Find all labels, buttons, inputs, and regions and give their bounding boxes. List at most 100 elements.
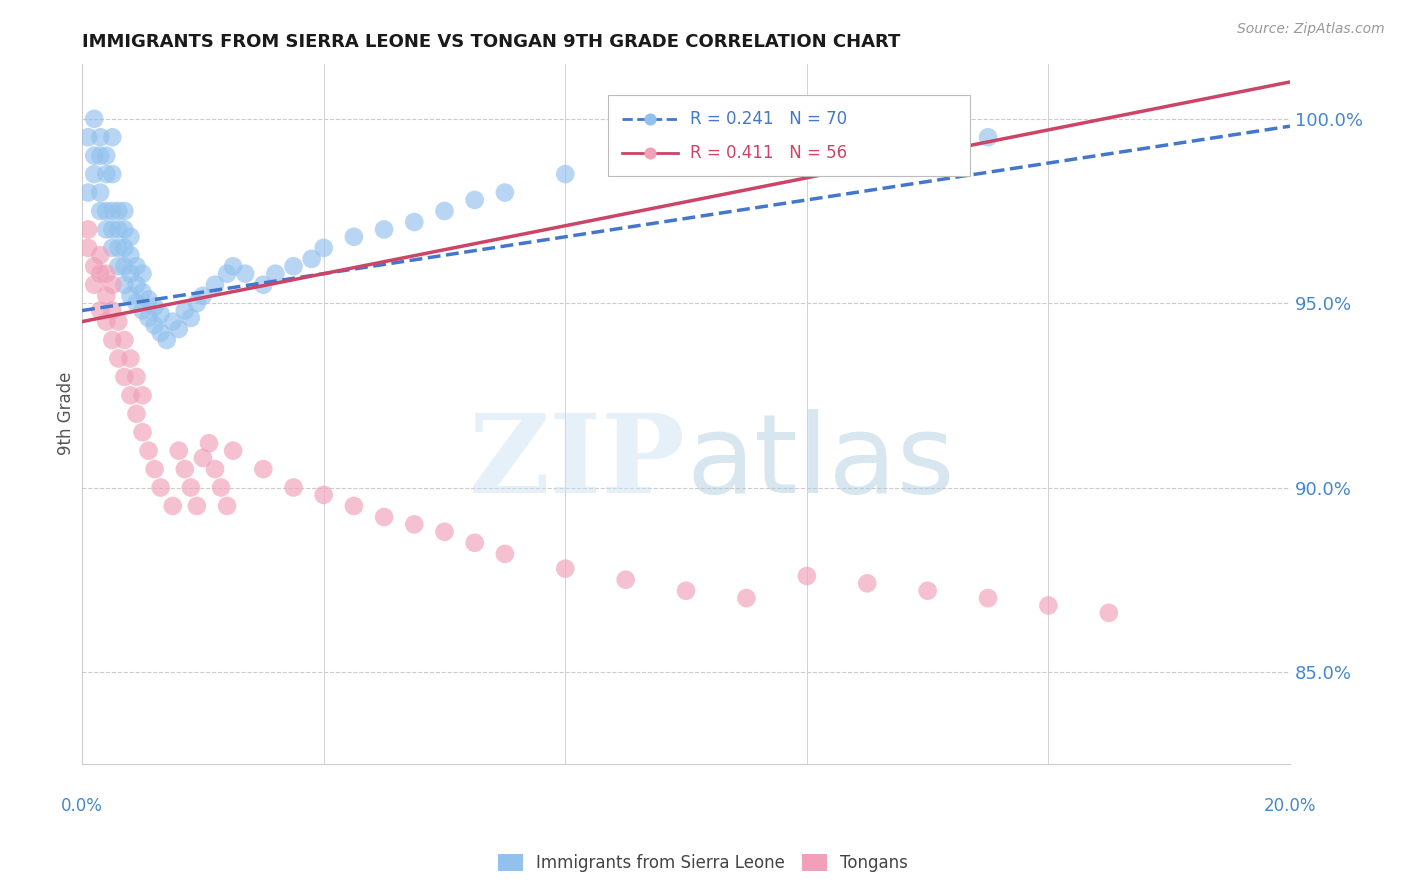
Point [404,517,426,532]
Point [312,488,335,502]
Point [977,591,1000,606]
Point [217,499,239,513]
Point [180,310,202,325]
Point [112,241,135,255]
Point [222,260,245,274]
Point [89,204,111,219]
Point [101,222,124,236]
Point [433,204,456,219]
Point [198,436,221,450]
Point [96,315,118,329]
Text: 20.0%: 20.0% [1264,797,1316,815]
Point [796,141,818,155]
Point [131,388,153,402]
Point [138,310,160,325]
Point [264,267,287,281]
Point [125,407,148,421]
Point [233,267,256,281]
Point [204,277,226,292]
Point [464,536,486,550]
Point [204,462,226,476]
Point [112,333,135,347]
Point [120,229,142,244]
Point [120,267,142,281]
Point [112,277,135,292]
Point [373,222,395,236]
Point [125,277,148,292]
Text: ZIP: ZIP [470,409,686,516]
Point [131,425,153,440]
Point [83,167,105,181]
Point [107,241,129,255]
Point [404,215,426,229]
Point [89,186,111,200]
Point [167,322,190,336]
Point [96,149,118,163]
Point [283,481,305,495]
Point [156,333,179,347]
Point [77,241,100,255]
Point [614,156,637,170]
Point [120,289,142,303]
Point [149,307,172,321]
Point [167,443,190,458]
Point [735,591,758,606]
Point [101,333,124,347]
Point [120,388,142,402]
Point [107,351,129,366]
Point [125,260,148,274]
Point [1038,599,1060,613]
Point [120,248,142,262]
Point [143,462,166,476]
Point [675,149,697,163]
Point [283,260,305,274]
Point [312,241,335,255]
Point [433,524,456,539]
Point [101,241,124,255]
Point [112,222,135,236]
Point [1098,606,1121,620]
Point [343,229,366,244]
Point [101,130,124,145]
Point [162,315,184,329]
Point [191,289,214,303]
Point [796,569,818,583]
Point [252,277,274,292]
Point [131,267,153,281]
Point [101,167,124,181]
Point [252,462,274,476]
Point [149,326,172,340]
Point [143,300,166,314]
Text: IMMIGRANTS FROM SIERRA LEONE VS TONGAN 9TH GRADE CORRELATION CHART: IMMIGRANTS FROM SIERRA LEONE VS TONGAN 9… [82,33,900,51]
Point [173,462,195,476]
Point [112,260,135,274]
Point [120,351,142,366]
Point [856,576,879,591]
Point [494,547,516,561]
Point [554,561,576,575]
Point [112,204,135,219]
Point [89,149,111,163]
Point [77,222,100,236]
Point [217,267,239,281]
Text: R = 0.241   N = 70: R = 0.241 N = 70 [690,111,846,128]
Point [107,260,129,274]
Point [101,204,124,219]
Point [96,167,118,181]
Point [191,450,214,465]
Point [89,248,111,262]
Text: atlas: atlas [686,409,955,516]
Point [96,267,118,281]
Point [125,370,148,384]
Point [83,277,105,292]
Point [96,222,118,236]
Point [494,186,516,200]
Point [186,296,208,310]
Point [89,130,111,145]
Point [301,252,323,266]
Point [464,193,486,207]
Text: Source: ZipAtlas.com: Source: ZipAtlas.com [1237,22,1385,37]
Y-axis label: 9th Grade: 9th Grade [58,372,75,456]
Point [101,303,124,318]
Point [162,499,184,513]
